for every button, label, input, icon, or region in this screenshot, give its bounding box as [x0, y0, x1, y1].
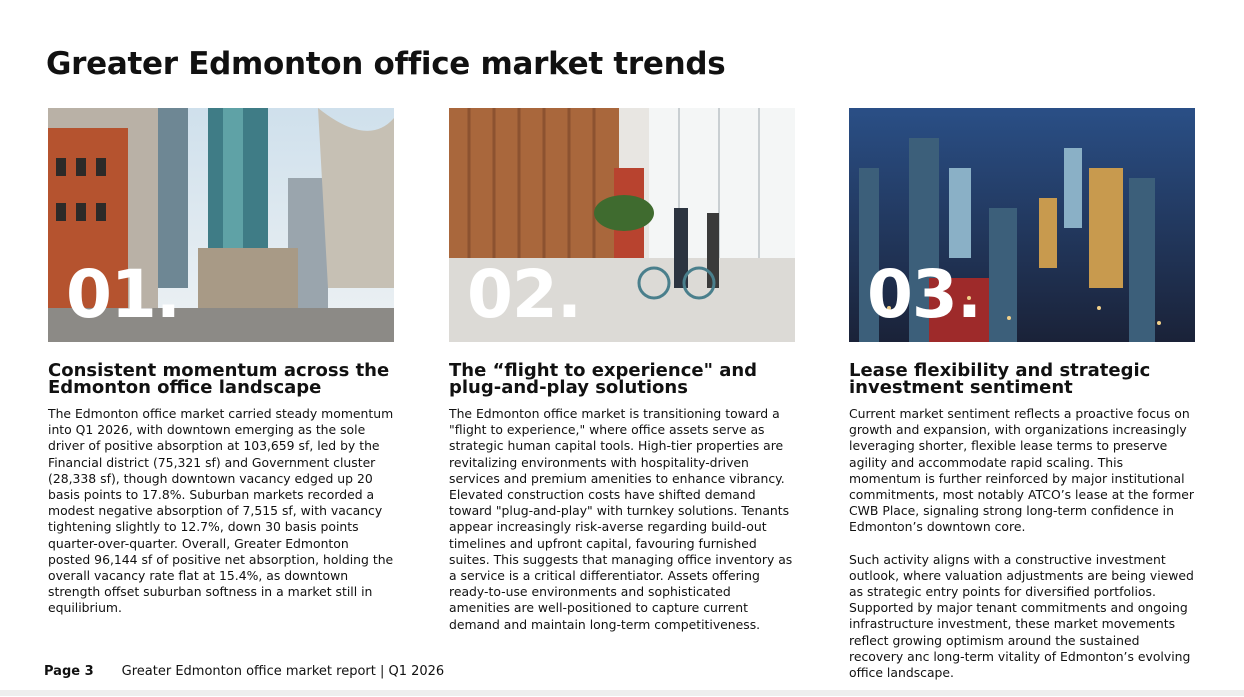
section-heading: The “flight to experience" and plug-and-… [449, 360, 758, 398]
section-heading: Lease flexibility and strategic investme… [849, 360, 1151, 398]
page-number: Page 3 [44, 664, 94, 679]
city-street-photo [48, 108, 394, 342]
bottom-strip [0, 690, 1244, 696]
photo: 01. [48, 108, 394, 342]
column: 03. Lease flexibility and strategic inve… [849, 108, 1195, 697]
section-heading: Consistent momentum across the Edmonton … [48, 360, 390, 398]
photo: 03. [849, 108, 1195, 342]
paragraph: Such activity aligns with a constructive… [849, 551, 1194, 681]
paragraph: The Edmonton office market is transition… [449, 406, 793, 632]
section-number: 03. [867, 256, 982, 333]
column: 02. The “flight to experience" and plug-… [449, 108, 795, 649]
section-number: 02. [467, 256, 582, 333]
report-name: Greater Edmonton office market report | … [121, 664, 445, 679]
section-number: 01. [66, 256, 181, 333]
column: 01. Consistent momentum across the Edmon… [48, 108, 394, 633]
city-night-photo [849, 108, 1195, 342]
paragraph: Current market sentiment reflects a proa… [849, 406, 1194, 535]
paragraph: The Edmonton office market carried stead… [48, 406, 394, 616]
footer: Page 3 Greater Edmonton office market rep… [44, 664, 444, 679]
page-title: Greater Edmonton office market trends [46, 46, 726, 82]
photo: 02. [449, 108, 795, 342]
office-lobby-photo [449, 108, 795, 342]
